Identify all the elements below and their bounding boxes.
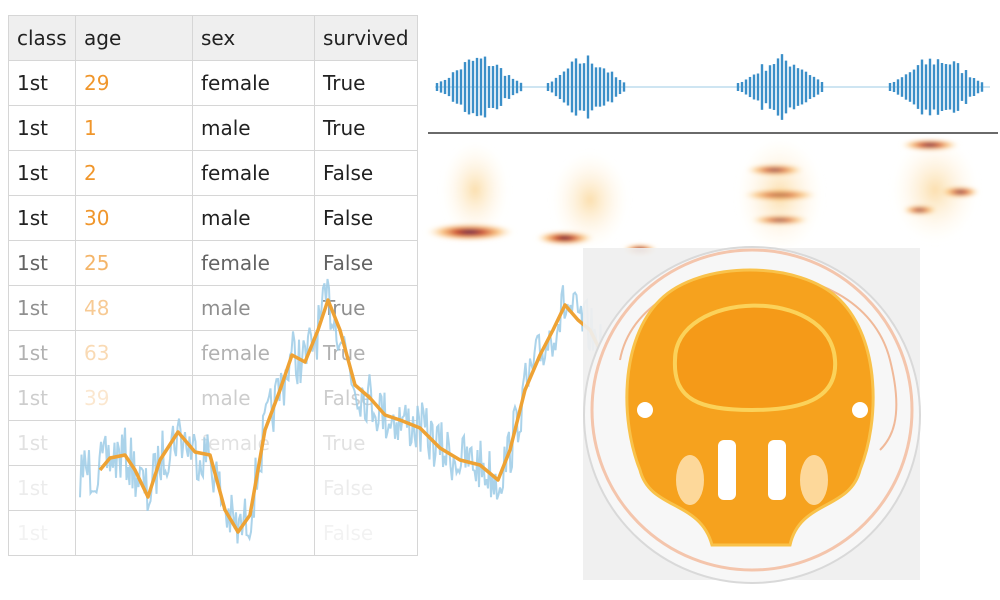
table-cell: 30 <box>75 195 193 241</box>
table-cell: female <box>192 420 315 466</box>
table-row: 1st 25 female False <box>8 240 418 286</box>
table-cell: 1st <box>8 195 76 241</box>
table-body: 1st 29 female True 1st 1 male True 1st 2 female Fal… <box>8 60 418 556</box>
table-cell: False <box>314 465 418 511</box>
table-cell: 1st <box>8 150 76 196</box>
table-cell: 2 <box>75 150 193 196</box>
table-cell: 39 <box>75 375 193 421</box>
table-cell: 48 <box>75 285 193 331</box>
column-header: class <box>8 15 76 61</box>
table-row: 1st 63 female True <box>8 330 418 376</box>
table-cell: female <box>192 60 315 106</box>
table-cell: 1st <box>8 60 76 106</box>
table-cell: 1st <box>8 240 76 286</box>
table-cell <box>75 510 193 556</box>
table-row: 1st 48 male True <box>8 285 418 331</box>
waveform <box>435 54 990 120</box>
table-cell: male <box>192 285 315 331</box>
table-cell: male <box>192 105 315 151</box>
raw-series <box>79 278 641 544</box>
table-cell: female <box>192 240 315 286</box>
data-table: class age sex survived 1st 29 female True 1st 1 m… <box>8 15 418 556</box>
table-cell: 1st <box>8 510 76 556</box>
table-cell: 1 <box>75 105 193 151</box>
smoothed-series <box>98 298 642 534</box>
table-cell: 25 <box>75 240 193 286</box>
table-cell: 63 <box>75 330 193 376</box>
column-header: survived <box>314 15 418 61</box>
table-cell: 1st <box>8 285 76 331</box>
table-cell: 1st <box>8 105 76 151</box>
table-cell: False <box>314 510 418 556</box>
table-cell: male <box>192 375 315 421</box>
table-row: 1st female True <box>8 420 418 466</box>
table-row: 1st 29 female True <box>8 60 418 106</box>
table-cell: False <box>314 240 418 286</box>
table-cell: False <box>314 195 418 241</box>
table-cell: 1st <box>8 465 76 511</box>
table-cell: False <box>314 150 418 196</box>
table-cell: True <box>314 105 418 151</box>
line-chart <box>79 278 642 544</box>
header-row: class age sex survived <box>8 15 418 61</box>
table-row: 1st 1 male True <box>8 105 418 151</box>
table-row: 1st 2 female False <box>8 150 418 196</box>
ct-scan <box>583 246 921 584</box>
table-cell: 1st <box>8 375 76 421</box>
table-cell: female <box>192 150 315 196</box>
table-row: 1st False <box>8 510 418 556</box>
spectrogram <box>425 135 980 256</box>
table-cell: 1st <box>8 420 76 466</box>
